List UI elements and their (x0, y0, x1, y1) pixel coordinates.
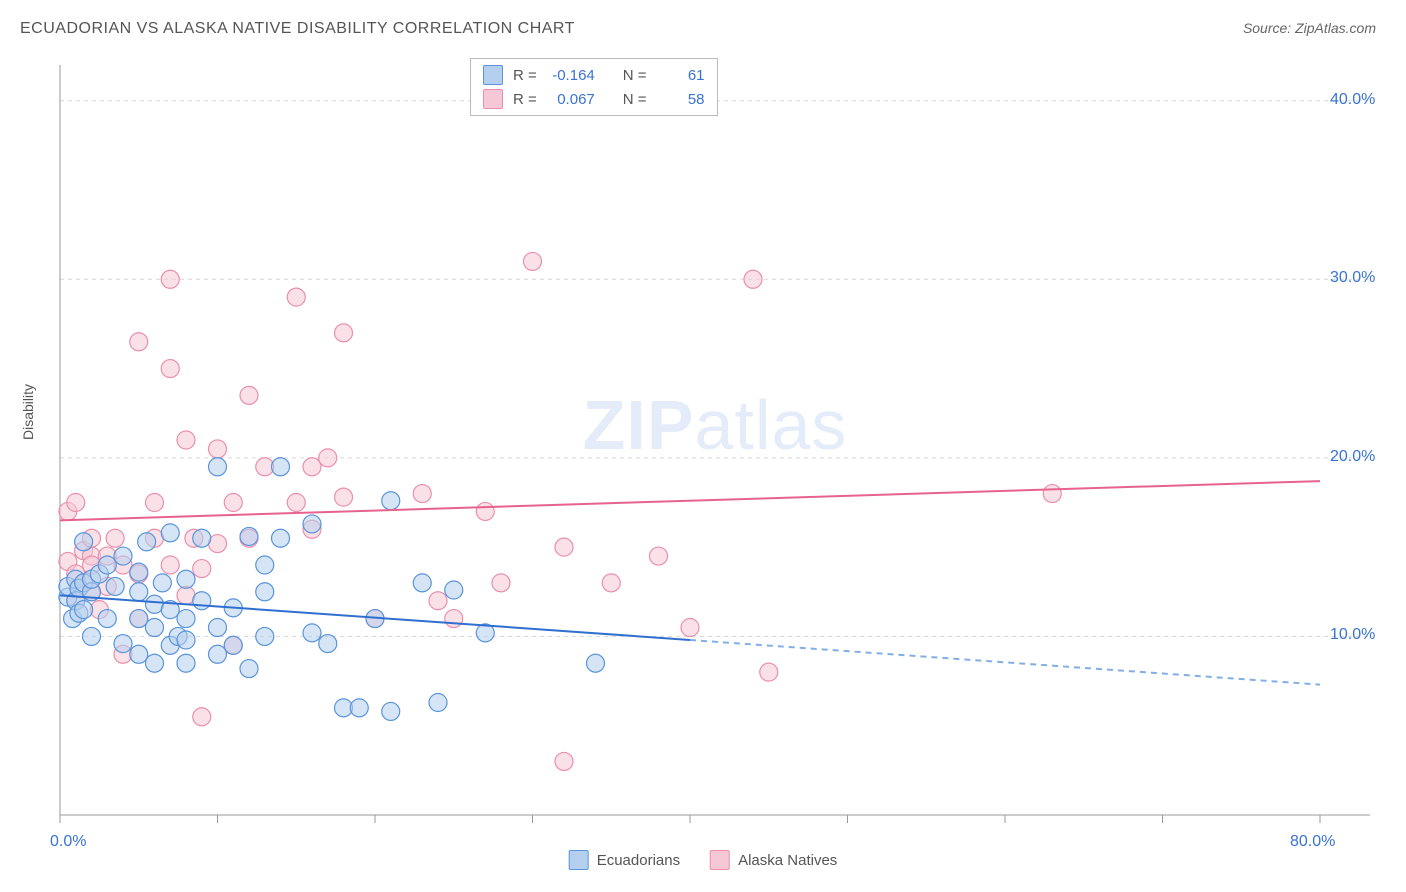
n-label: N = (623, 67, 647, 84)
swatch-icon (569, 850, 589, 870)
n-value: 61 (657, 67, 705, 84)
stats-row: R = 0.067 N = 58 (483, 87, 705, 111)
source-label: Source: ZipAtlas.com (1243, 20, 1376, 36)
r-label: R = (513, 67, 537, 84)
legend-label: Ecuadorians (597, 852, 680, 869)
y-axis-label: Disability (20, 384, 36, 440)
n-label: N = (623, 91, 647, 108)
r-value: -0.164 (547, 67, 595, 84)
legend-item: Ecuadorians (569, 850, 680, 870)
r-label: R = (513, 91, 537, 108)
legend-bottom: Ecuadorians Alaska Natives (569, 850, 838, 870)
x-tick-label: 80.0% (1290, 833, 1335, 851)
swatch-icon (483, 65, 503, 85)
y-tick-label: 10.0% (1330, 626, 1375, 644)
plot-area: ZIPatlas (50, 55, 1380, 825)
stats-row: R = -0.164 N = 61 (483, 63, 705, 87)
y-tick-label: 40.0% (1330, 91, 1375, 109)
x-tick-label: 0.0% (50, 833, 86, 851)
r-value: 0.067 (547, 91, 595, 108)
swatch-icon (710, 850, 730, 870)
scatter-chart (50, 55, 1380, 825)
legend-label: Alaska Natives (738, 852, 837, 869)
n-value: 58 (657, 91, 705, 108)
swatch-icon (483, 89, 503, 109)
legend-item: Alaska Natives (710, 850, 837, 870)
y-tick-label: 20.0% (1330, 448, 1375, 466)
y-tick-label: 30.0% (1330, 269, 1375, 287)
chart-title: ECUADORIAN VS ALASKA NATIVE DISABILITY C… (20, 20, 575, 38)
stats-legend-box: R = -0.164 N = 61 R = 0.067 N = 58 (470, 58, 718, 116)
